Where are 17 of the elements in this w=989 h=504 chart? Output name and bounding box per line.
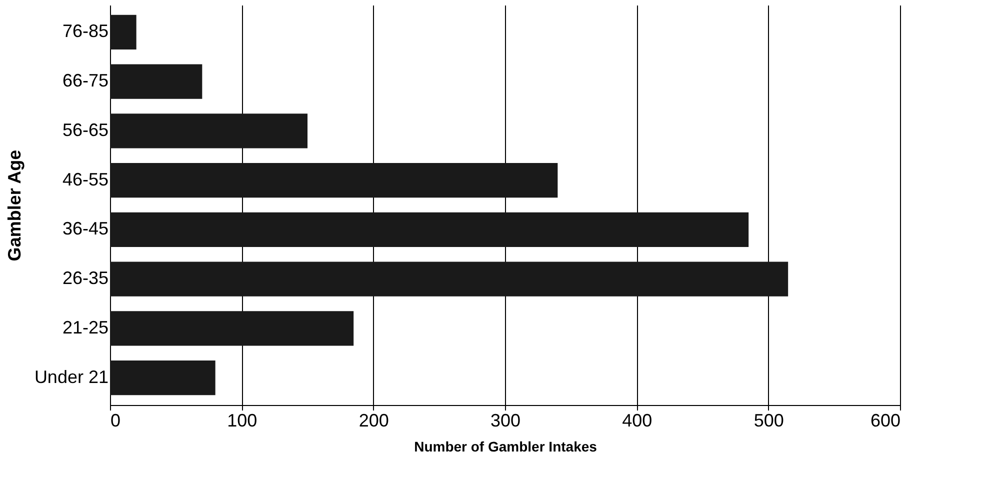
y-tick-label: 21-25 <box>62 317 108 338</box>
x-tick-label: 500 <box>754 410 784 430</box>
x-tick-label: 200 <box>358 410 389 430</box>
x-tick-label: 400 <box>622 410 652 430</box>
x-tick-label: 600 <box>870 410 900 430</box>
x-tick-label: 100 <box>227 410 258 430</box>
y-tick-label: 76-85 <box>62 21 108 42</box>
y-axis-title: Gambler Age <box>4 150 24 262</box>
x-tick-label: 0 <box>110 410 121 430</box>
y-tick-label: 66-75 <box>62 70 108 91</box>
y-tick-label: 36-45 <box>62 218 108 239</box>
y-tick-label: 56-65 <box>62 120 108 140</box>
y-tick-label: Under 21 <box>34 366 108 387</box>
y-tick-label: 46-55 <box>62 169 108 190</box>
x-tick-label: 300 <box>490 410 521 430</box>
x-axis-title: Number of Gambler Intakes <box>414 438 598 454</box>
y-tick-label: 26-35 <box>62 268 108 288</box>
